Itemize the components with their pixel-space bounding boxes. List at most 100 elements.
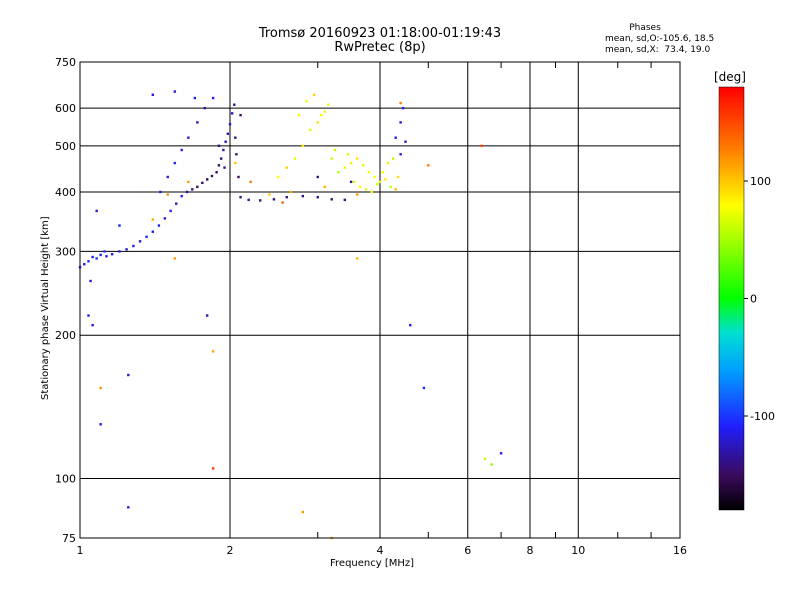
- data-point: [166, 175, 169, 179]
- data-point: [201, 181, 204, 185]
- data-point: [175, 202, 178, 205]
- data-point: [185, 190, 189, 194]
- data-point: [399, 101, 402, 105]
- data-point: [99, 253, 102, 257]
- data-point: [293, 157, 297, 160]
- data-point: [217, 144, 221, 148]
- data-point: [125, 248, 128, 251]
- x-tick-label: 8: [527, 544, 534, 557]
- data-point: [285, 195, 288, 199]
- data-point: [323, 110, 327, 113]
- data-point: [389, 185, 392, 189]
- data-point: [301, 194, 305, 198]
- data-point: [399, 153, 402, 156]
- data-point: [367, 171, 371, 174]
- data-point: [349, 180, 353, 184]
- data-point: [381, 171, 384, 174]
- data-point: [396, 175, 400, 179]
- data-point: [196, 121, 199, 124]
- data-point: [203, 106, 206, 110]
- data-point: [272, 198, 276, 201]
- data-point: [157, 224, 161, 227]
- data-point: [361, 164, 365, 167]
- data-point: [110, 252, 114, 256]
- colorbar-ticks: 100 0 -100: [744, 175, 775, 423]
- data-point: [215, 171, 218, 174]
- data-point: [394, 136, 397, 139]
- data-point: [378, 180, 382, 184]
- grid-lines: [79, 61, 681, 539]
- data-point: [316, 195, 319, 199]
- data-point: [180, 194, 183, 198]
- data-point: [191, 188, 194, 191]
- data-point: [228, 123, 232, 126]
- data-point: [309, 128, 312, 132]
- data-point: [219, 157, 223, 160]
- data-point: [320, 113, 323, 117]
- data-point: [391, 157, 395, 160]
- data-point: [217, 164, 221, 167]
- data-point: [234, 161, 237, 165]
- data-point: [268, 193, 271, 196]
- x-tick-label: 16: [673, 544, 687, 557]
- data-point: [301, 510, 305, 514]
- data-point: [312, 93, 316, 96]
- y-tick-label: 400: [55, 186, 76, 199]
- data-point: [373, 175, 376, 179]
- data-point: [230, 112, 234, 115]
- data-point: [352, 180, 356, 184]
- data-point: [118, 250, 121, 253]
- data-point: [483, 457, 487, 461]
- data-point: [173, 257, 177, 260]
- colorbar-tick-label: -100: [750, 410, 775, 423]
- data-point: [330, 198, 333, 201]
- data-point: [234, 136, 237, 139]
- data-point: [499, 452, 503, 455]
- data-point: [323, 185, 327, 189]
- colorbar-tick-label: 0: [750, 293, 757, 306]
- data-points: [78, 90, 503, 540]
- data-point: [89, 279, 92, 283]
- data-point: [235, 153, 238, 156]
- data-point: [237, 175, 240, 179]
- data-point: [226, 132, 230, 135]
- data-point: [103, 250, 106, 253]
- data-point: [343, 166, 347, 169]
- data-point: [224, 140, 227, 143]
- x-tick-label: 1: [77, 544, 84, 557]
- data-point: [95, 257, 98, 260]
- data-point: [316, 121, 319, 124]
- y-tick-label: 100: [55, 473, 76, 486]
- data-point: [180, 148, 183, 152]
- data-point: [91, 323, 94, 327]
- data-point: [386, 161, 390, 165]
- data-point: [127, 373, 130, 377]
- data-point: [289, 190, 293, 194]
- data-point: [401, 106, 405, 110]
- data-point: [95, 209, 98, 213]
- data-point: [399, 121, 402, 124]
- stats-heading: Phases: [629, 23, 661, 33]
- x-tick-label: 2: [227, 544, 234, 557]
- data-point: [305, 100, 308, 103]
- data-point: [277, 175, 280, 179]
- data-point: [211, 350, 215, 353]
- data-point: [364, 188, 368, 191]
- data-point: [173, 90, 177, 93]
- data-point: [316, 175, 319, 179]
- colorbar-tick-label: 100: [750, 175, 771, 188]
- data-point: [355, 257, 359, 260]
- data-point: [422, 386, 426, 390]
- data-point: [105, 255, 108, 258]
- data-point: [343, 198, 347, 202]
- data-point: [163, 217, 167, 220]
- stats-x-mode: mean, sd,X: 73.4, 19.0: [605, 45, 711, 55]
- data-point: [127, 506, 130, 509]
- data-point: [223, 166, 226, 169]
- y-tick-label: 75: [62, 532, 76, 545]
- data-point: [480, 144, 483, 148]
- stats-o-mode: mean, sd,O:-105.6, 18.5: [605, 34, 715, 44]
- data-point: [166, 193, 169, 196]
- axis-ticks: 1 2 4 6 8 10 16 75 100 200 300 400 500 600 750: [55, 56, 687, 557]
